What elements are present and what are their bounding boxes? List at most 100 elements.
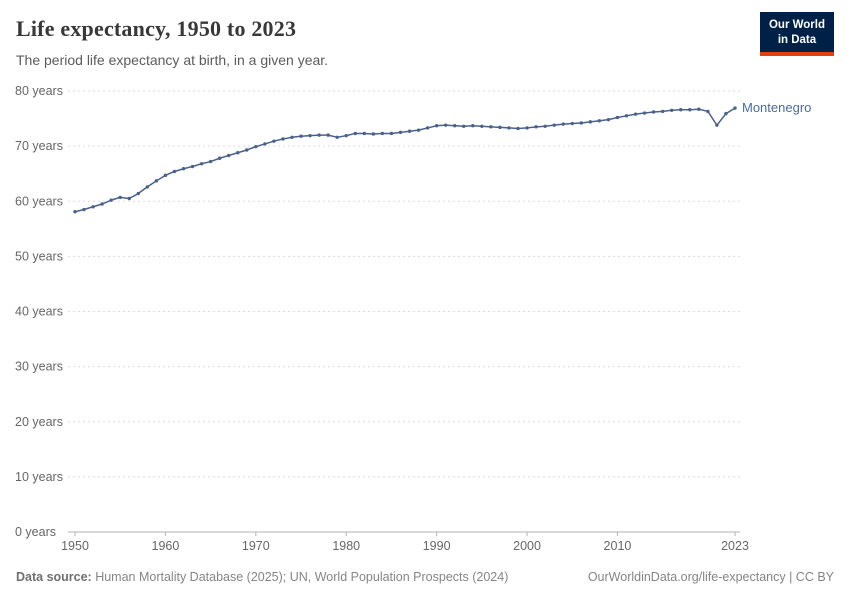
data-point[interactable]: [236, 151, 240, 155]
data-point[interactable]: [498, 125, 502, 130]
data-point[interactable]: [471, 124, 475, 128]
data-point[interactable]: [534, 125, 538, 129]
x-tick-label: 1960: [152, 539, 180, 553]
data-point[interactable]: [434, 124, 439, 128]
data-point[interactable]: [272, 139, 276, 143]
data-point[interactable]: [679, 108, 683, 112]
x-tick-label: 1990: [423, 539, 451, 553]
data-point[interactable]: [597, 119, 602, 123]
data-point[interactable]: [82, 207, 86, 212]
data-point[interactable]: [715, 123, 719, 127]
data-point[interactable]: [100, 202, 104, 206]
x-tick-label: 1980: [332, 539, 360, 553]
data-point[interactable]: [579, 121, 584, 125]
data-point[interactable]: [525, 126, 529, 130]
data-point[interactable]: [290, 135, 294, 140]
data-point[interactable]: [697, 107, 701, 111]
data-point[interactable]: [570, 121, 574, 126]
series-line-montenegro: [74, 107, 736, 213]
owid-logo[interactable]: Our World in Data: [759, 12, 834, 56]
data-point[interactable]: [733, 106, 737, 110]
y-tick-label: 40 years: [15, 305, 63, 319]
data-point[interactable]: [281, 137, 285, 141]
data-point[interactable]: [543, 124, 547, 128]
data-point[interactable]: [615, 115, 620, 120]
data-point[interactable]: [208, 159, 213, 164]
data-point[interactable]: [308, 133, 312, 138]
data-point[interactable]: [660, 109, 665, 114]
data-point[interactable]: [226, 153, 231, 158]
data-point[interactable]: [407, 129, 412, 133]
data-point[interactable]: [398, 130, 403, 135]
data-point[interactable]: [651, 110, 656, 114]
data-point[interactable]: [606, 117, 611, 122]
entity-label[interactable]: Montenegro: [742, 100, 811, 115]
data-point[interactable]: [642, 111, 647, 115]
data-point[interactable]: [624, 114, 629, 118]
data-point[interactable]: [217, 156, 222, 160]
data-point[interactable]: [245, 148, 249, 152]
data-point[interactable]: [190, 164, 195, 169]
chart-footer: Data source: Human Mortality Database (2…: [0, 570, 850, 588]
data-point[interactable]: [724, 111, 728, 116]
data-point[interactable]: [344, 133, 348, 138]
data-point[interactable]: [380, 131, 385, 136]
data-point[interactable]: [326, 133, 330, 137]
data-point[interactable]: [453, 124, 457, 128]
y-tick-label: 0 years: [15, 525, 56, 539]
data-point[interactable]: [561, 122, 565, 126]
y-tick-label: 50 years: [15, 249, 63, 263]
data-point[interactable]: [507, 126, 511, 130]
y-tick-label: 80 years: [15, 84, 63, 98]
x-tick-label: 1970: [242, 539, 270, 553]
y-tick-label: 20 years: [15, 415, 63, 429]
y-tick-label: 70 years: [15, 139, 63, 153]
data-point[interactable]: [136, 191, 140, 196]
data-point[interactable]: [480, 124, 484, 128]
data-point[interactable]: [109, 198, 113, 202]
data-point[interactable]: [263, 142, 267, 146]
data-point[interactable]: [163, 173, 168, 178]
x-tick-label: 1950: [61, 539, 89, 553]
data-point[interactable]: [118, 195, 122, 200]
data-point[interactable]: [154, 179, 159, 183]
data-point[interactable]: [172, 169, 177, 174]
data-point[interactable]: [371, 132, 376, 136]
data-point[interactable]: [588, 120, 593, 124]
data-point[interactable]: [462, 124, 466, 128]
license-link[interactable]: OurWorldinData.org/life-expectancy | CC …: [587, 570, 834, 584]
y-tick-label: 10 years: [15, 470, 63, 484]
x-tick-label: 2023: [721, 539, 749, 553]
data-source-label: Data source:: [16, 570, 92, 584]
owid-logo-line2: in Data: [777, 33, 817, 46]
x-tick-label: 2010: [604, 539, 632, 553]
data-point[interactable]: [416, 128, 421, 132]
data-point[interactable]: [706, 109, 710, 114]
data-point[interactable]: [516, 126, 520, 131]
data-point[interactable]: [489, 125, 493, 129]
data-point[interactable]: [299, 134, 303, 138]
data-point[interactable]: [335, 135, 339, 140]
page-title: Life expectancy, 1950 to 2023: [16, 16, 297, 41]
chart-subtitle: The period life expectancy at birth, in …: [16, 52, 329, 68]
data-point[interactable]: [362, 131, 367, 136]
data-point[interactable]: [353, 131, 357, 136]
data-point[interactable]: [91, 205, 95, 209]
data-point[interactable]: [145, 185, 150, 189]
data-point[interactable]: [181, 167, 186, 171]
data-point[interactable]: [552, 123, 556, 127]
data-point[interactable]: [254, 144, 258, 149]
data-point[interactable]: [688, 108, 692, 112]
data-source-note: Data source: Human Mortality Database (2…: [16, 570, 508, 584]
data-point[interactable]: [199, 162, 204, 166]
data-point[interactable]: [127, 196, 131, 201]
data-source-text: Human Mortality Database (2025); UN, Wor…: [91, 570, 509, 584]
data-point[interactable]: [389, 131, 394, 136]
data-point[interactable]: [73, 210, 77, 214]
data-point[interactable]: [670, 108, 674, 112]
data-point[interactable]: [443, 123, 448, 127]
data-point[interactable]: [633, 112, 638, 116]
data-point[interactable]: [317, 133, 321, 137]
data-point[interactable]: [425, 126, 430, 130]
